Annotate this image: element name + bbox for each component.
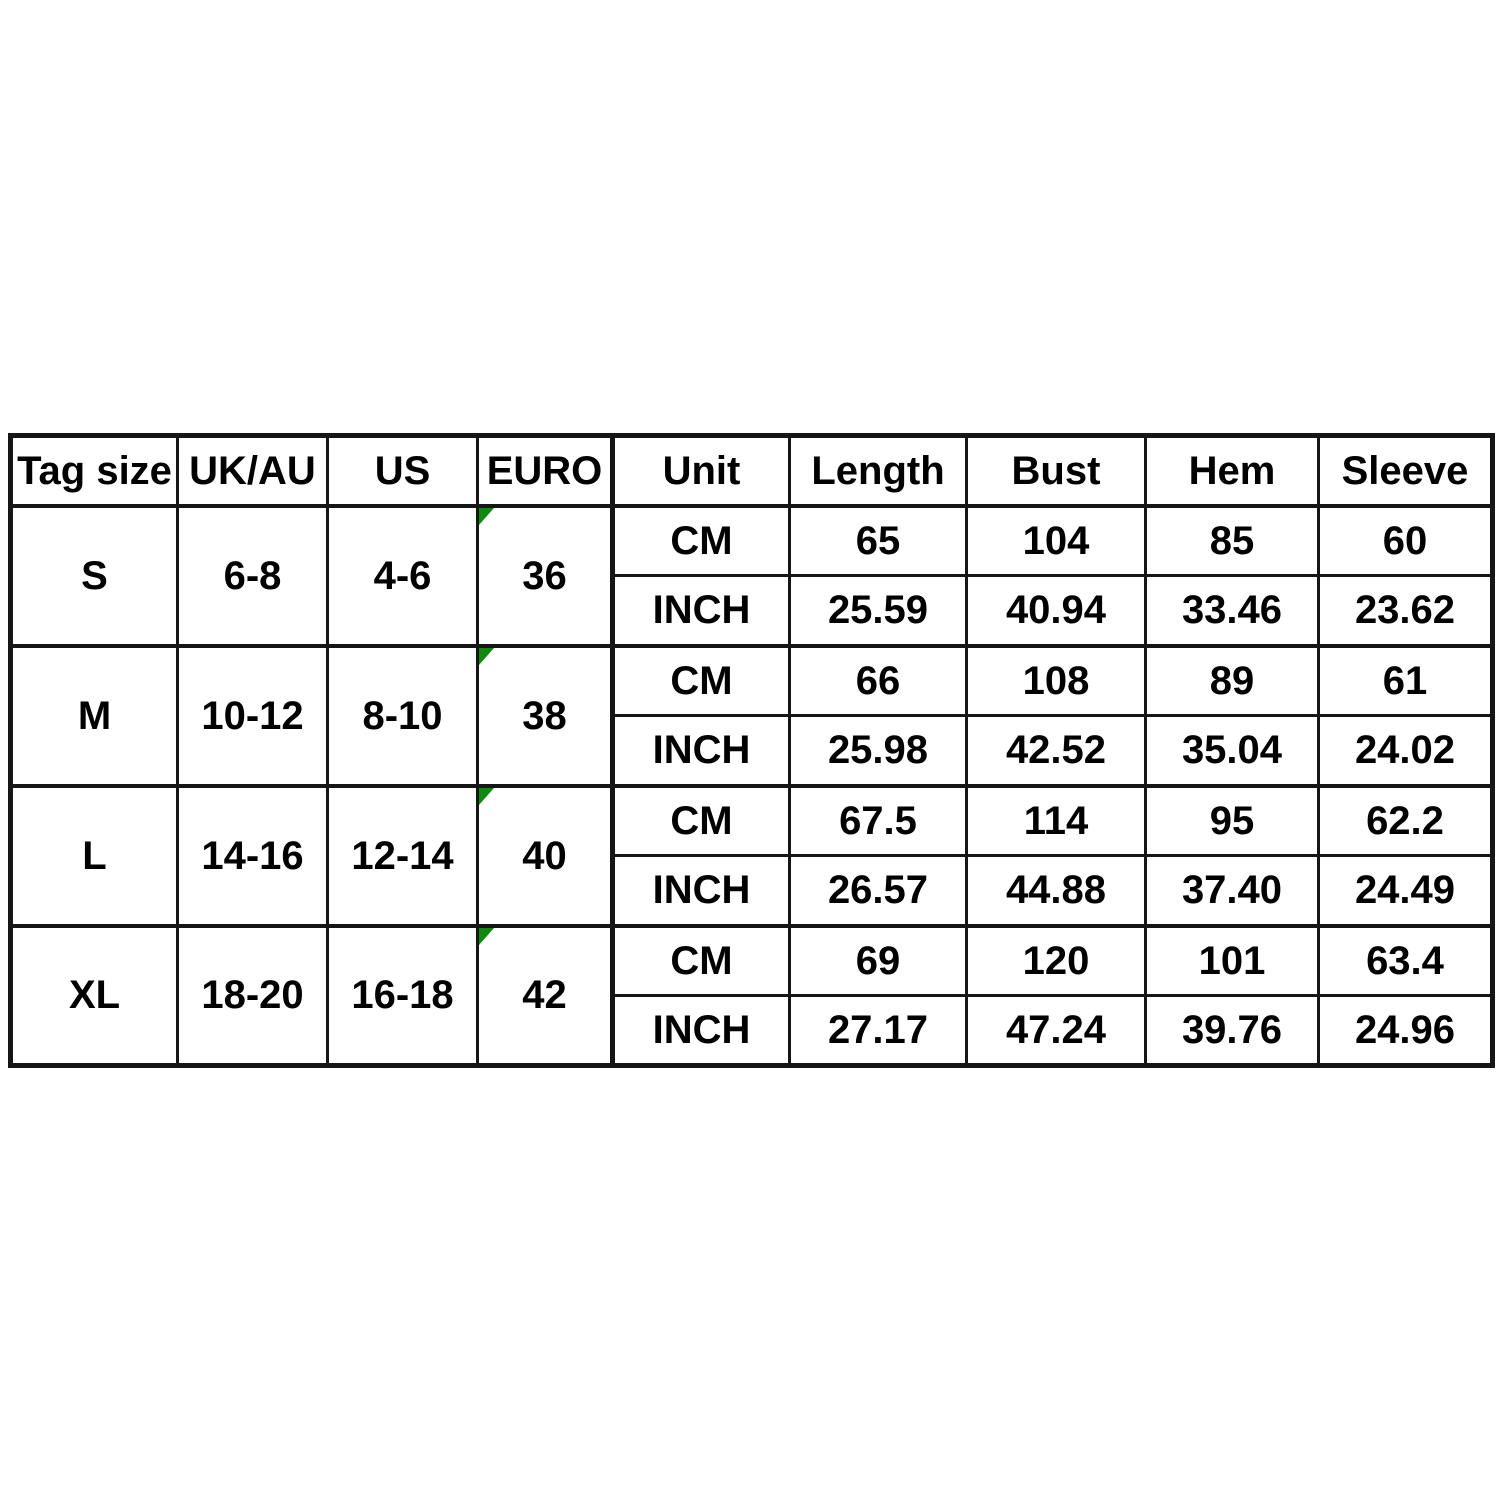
hem-inch-cell: 35.04 <box>1144 714 1320 787</box>
excel-flag-icon <box>480 789 494 805</box>
excel-flag-icon <box>480 929 494 945</box>
table-row-l-cm: L 14-16 12-14 40 CM 67.5 114 95 62.2 <box>9 783 1494 927</box>
uk-au-cell: 6-8 <box>176 503 329 647</box>
tag-size-cell: XL <box>9 923 179 1067</box>
length-cm-cell: 69 <box>788 923 968 997</box>
bust-cm-cell: 120 <box>965 923 1147 997</box>
sleeve-inch-cell: 24.02 <box>1317 714 1494 787</box>
bust-inch-cell: 44.88 <box>965 854 1147 927</box>
bust-cm-cell: 108 <box>965 643 1147 717</box>
unit-cell: CM <box>610 643 791 717</box>
sleeve-cm-cell: 63.4 <box>1317 923 1494 997</box>
uk-au-cell: 14-16 <box>176 783 329 927</box>
bust-inch-cell: 40.94 <box>965 574 1147 647</box>
bust-inch-cell: 42.52 <box>965 714 1147 787</box>
us-cell: 4-6 <box>326 503 479 647</box>
bust-cm-cell: 104 <box>965 503 1147 577</box>
hem-inch-cell: 37.40 <box>1144 854 1320 927</box>
header-row: Tag size UK/AU US EURO Unit Length Bust … <box>9 434 1494 508</box>
euro-value: 42 <box>522 973 567 1018</box>
euro-value: 38 <box>522 693 567 738</box>
us-cell: 8-10 <box>326 643 479 787</box>
euro-value: 36 <box>522 553 567 598</box>
unit-cell: CM <box>610 923 791 997</box>
euro-value: 40 <box>522 833 567 878</box>
sleeve-cm-cell: 62.2 <box>1317 783 1494 857</box>
col-header-euro: EURO <box>476 434 614 508</box>
sleeve-inch-cell: 24.49 <box>1317 854 1494 927</box>
table-row-xl-inch: INCH 27.17 47.24 39.76 24.96 <box>11 994 1494 1067</box>
length-cm-cell: 67.5 <box>788 783 968 857</box>
col-header-unit: Unit <box>610 434 791 508</box>
tag-size-cell: S <box>9 503 179 647</box>
hem-cm-cell: 101 <box>1144 923 1320 997</box>
table-row-m-inch: INCH 25.98 42.52 35.04 24.02 <box>11 714 1494 787</box>
euro-cell: 42 <box>476 923 614 1067</box>
hem-cm-cell: 95 <box>1144 783 1320 857</box>
size-chart-table: Tag size UK/AU US EURO Unit Length Bust … <box>8 433 1495 1068</box>
sleeve-inch-cell: 24.96 <box>1317 994 1494 1067</box>
col-header-bust: Bust <box>965 434 1147 508</box>
table-row-xl-cm: XL 18-20 16-18 42 CM 69 120 101 63.4 <box>9 923 1494 1067</box>
unit-cell: INCH <box>610 994 791 1067</box>
unit-cell: INCH <box>610 574 791 647</box>
length-inch-cell: 25.98 <box>788 714 968 787</box>
col-header-length: Length <box>788 434 968 508</box>
size-chart: Tag size UK/AU US EURO Unit Length Bust … <box>8 433 1495 1068</box>
excel-flag-icon <box>480 509 494 525</box>
hem-cm-cell: 89 <box>1144 643 1320 717</box>
us-cell: 16-18 <box>326 923 479 1067</box>
euro-cell: 36 <box>476 503 614 647</box>
tag-size-cell: M <box>9 643 179 787</box>
unit-cell: CM <box>610 783 791 857</box>
euro-cell: 38 <box>476 643 614 787</box>
table-row-m-cm: M 10-12 8-10 38 CM 66 108 89 61 <box>9 643 1494 787</box>
uk-au-cell: 18-20 <box>176 923 329 1067</box>
table-row-s-cm: S 6-8 4-6 36 CM 65 104 85 60 <box>9 503 1494 647</box>
bust-inch-cell: 47.24 <box>965 994 1147 1067</box>
sleeve-cm-cell: 61 <box>1317 643 1494 717</box>
unit-cell: INCH <box>610 714 791 787</box>
sleeve-cm-cell: 60 <box>1317 503 1494 577</box>
col-header-sleeve: Sleeve <box>1317 434 1494 508</box>
length-inch-cell: 25.59 <box>788 574 968 647</box>
tag-size-cell: L <box>9 783 179 927</box>
col-header-tag-size: Tag size <box>9 434 179 508</box>
length-inch-cell: 27.17 <box>788 994 968 1067</box>
table-row-l-inch: INCH 26.57 44.88 37.40 24.49 <box>11 854 1494 927</box>
euro-cell: 40 <box>476 783 614 927</box>
unit-cell: INCH <box>610 854 791 927</box>
bust-cm-cell: 114 <box>965 783 1147 857</box>
length-inch-cell: 26.57 <box>788 854 968 927</box>
col-header-us: US <box>326 434 479 508</box>
hem-inch-cell: 33.46 <box>1144 574 1320 647</box>
sleeve-inch-cell: 23.62 <box>1317 574 1494 647</box>
length-cm-cell: 65 <box>788 503 968 577</box>
unit-cell: CM <box>610 503 791 577</box>
uk-au-cell: 10-12 <box>176 643 329 787</box>
col-header-hem: Hem <box>1144 434 1320 508</box>
table-row-s-inch: INCH 25.59 40.94 33.46 23.62 <box>11 574 1494 647</box>
us-cell: 12-14 <box>326 783 479 927</box>
hem-cm-cell: 85 <box>1144 503 1320 577</box>
col-header-uk-au: UK/AU <box>176 434 329 508</box>
length-cm-cell: 66 <box>788 643 968 717</box>
hem-inch-cell: 39.76 <box>1144 994 1320 1067</box>
excel-flag-icon <box>480 649 494 665</box>
